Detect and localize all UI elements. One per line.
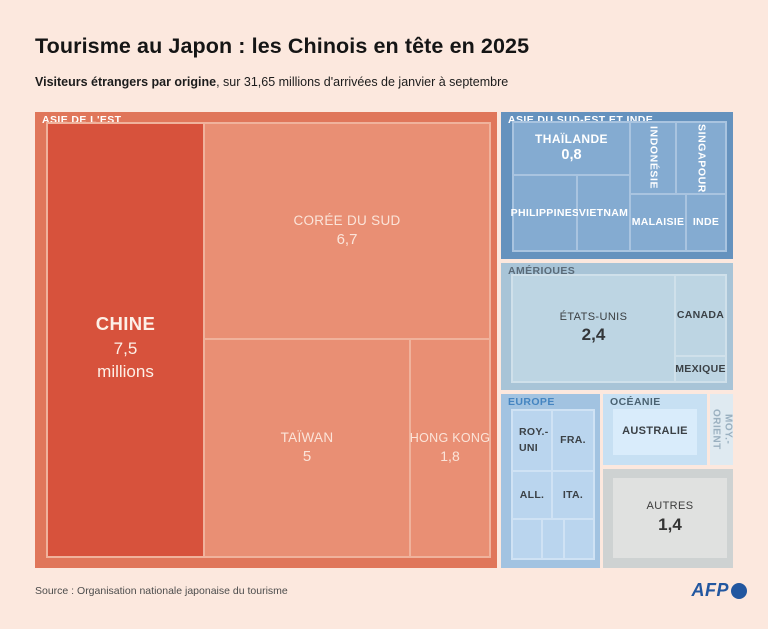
cell-chine-label: CHINE (95, 312, 156, 334)
cell-philippines-label: PHILIPPINES (510, 206, 580, 219)
cell-coree-value: 6,7 (336, 231, 358, 249)
afp-logo-circle-icon (731, 582, 747, 599)
cell-hong-kong: HONG KONG 1,8 (409, 340, 491, 556)
cell-fra: FRA. (553, 411, 593, 470)
cell-hong-kong-label: HONG KONG (409, 430, 491, 445)
page-subtitle: Visiteurs étrangers par origine, sur 31,… (35, 75, 735, 89)
page-title: Tourisme au Japon : les Chinois en tête … (35, 34, 530, 58)
group-label-europe: EUROPE (508, 396, 555, 408)
group-label-moyen-orient: MOY.-ORIENT (710, 409, 734, 450)
cell-inde-label: INDE (692, 216, 720, 229)
cell-hong-kong-value: 1,8 (440, 448, 460, 465)
group-label-oceanie: OCÉANIE (610, 396, 661, 408)
cell-ita: ITA. (553, 472, 593, 518)
cell-ita-label: ITA. (562, 488, 584, 501)
cell-malaisie: MALAISIE (631, 195, 685, 250)
treemap-group-moyen-orient: MOY.-ORIENT (710, 394, 734, 465)
cell-etats-unis-value: 2,4 (581, 325, 606, 345)
cell-etats-unis: ÉTATS-UNIS 2,4 (513, 276, 674, 381)
cell-australie-label: AUSTRALIE (622, 425, 688, 438)
subtitle-rest: , sur 31,65 millions d'arrivées de janvi… (216, 75, 509, 89)
cell-canada-label: CANADA (676, 309, 725, 322)
cell-europe-other-1 (513, 520, 541, 558)
cell-roy-uni: ROY.-UNI (513, 411, 551, 470)
cell-vietnam-label: VIETNAM (578, 206, 629, 219)
cell-inde: INDE (687, 195, 725, 250)
cell-indonesie: INDONÉSIE (631, 123, 675, 193)
cell-singapour-label: SINGAPOUR (695, 123, 708, 193)
afp-logo-text: AFP (691, 580, 729, 600)
cell-fra-label: FRA. (560, 434, 586, 447)
cell-taiwan-value: 5 (302, 448, 312, 466)
cell-chine: CHINE 7,5 millions (48, 124, 203, 556)
cell-coree-du-sud: CORÉE DU SUD 6,7 (205, 124, 489, 338)
cell-all: ALL. (513, 472, 551, 518)
subtitle-bold: Visiteurs étrangers par origine (35, 75, 217, 89)
cell-indonesie-label: INDONÉSIE (647, 126, 660, 190)
cell-thailande: THAÏLANDE 0,8 (514, 123, 629, 174)
cell-malaisie-label: MALAISIE (631, 216, 685, 229)
source-credit: Source : Organisation nationale japonais… (35, 585, 288, 597)
cell-singapour: SINGAPOUR (677, 123, 725, 193)
cell-europe-other-3 (565, 520, 593, 558)
cell-autres-label: AUTRES (646, 500, 694, 513)
cell-roy-uni-label: ROY.-UNI (519, 425, 549, 454)
cell-coree-label: CORÉE DU SUD (293, 212, 401, 228)
cell-vietnam: VIETNAM (578, 176, 629, 250)
cell-europe-other-2 (543, 520, 563, 558)
cell-mexique-label: MEXIQUE (675, 362, 726, 375)
afp-logo: AFP (691, 580, 747, 601)
cell-autres-value: 1,4 (658, 514, 682, 534)
cell-australie: AUSTRALIE (613, 409, 697, 455)
cell-canada: CANADA (676, 276, 725, 355)
cell-taiwan: TAÏWAN 5 (205, 340, 409, 556)
cell-taiwan-label: TAÏWAN (280, 429, 334, 445)
cell-chine-value: 7,5 (113, 338, 138, 358)
cell-thailande-value: 0,8 (561, 147, 582, 164)
cell-autres: AUTRES 1,4 (613, 478, 727, 558)
cell-all-label: ALL. (519, 488, 545, 501)
cell-etats-unis-label: ÉTATS-UNIS (559, 310, 628, 323)
cell-philippines: PHILIPPINES (511, 176, 579, 250)
cell-chine-unit: millions (97, 362, 154, 382)
cell-mexique: MEXIQUE (675, 357, 726, 381)
cell-thailande-label: THAÏLANDE (535, 131, 608, 146)
